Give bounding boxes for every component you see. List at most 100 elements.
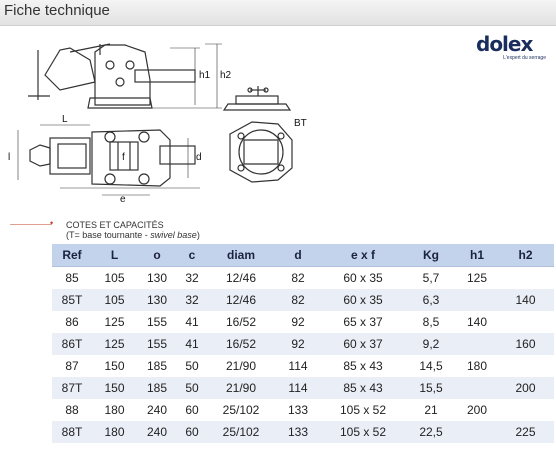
table-cell: 180 <box>104 403 125 417</box>
table-cell: 140 <box>497 289 554 311</box>
table-cell: 92 <box>291 315 305 329</box>
table-cell: 150 <box>92 377 137 399</box>
label-l: l <box>8 152 10 163</box>
table-cell: 14,5 <box>419 359 443 373</box>
swivel-base-plan-view <box>229 121 293 183</box>
specifications-table: Ref L o c diam d e x f Kg h1 h2 85 105 130… <box>52 244 554 443</box>
table-cell: 130 <box>137 289 177 311</box>
column-header: diam <box>207 244 275 267</box>
table-cell <box>457 333 497 355</box>
table-cell <box>497 267 554 290</box>
table-cell: 240 <box>137 421 177 443</box>
page-header: Fiche technique <box>0 0 556 26</box>
table-cell: 82 <box>275 289 321 311</box>
table-cell: 133 <box>287 403 309 417</box>
table-cell: 25/102 <box>222 403 260 417</box>
column-header: d <box>275 244 321 267</box>
table-cell: 12/46 <box>225 271 257 285</box>
vise-plan-view <box>17 124 200 196</box>
table-cell: 9,2 <box>405 333 457 355</box>
table-cell: 86 <box>65 315 79 329</box>
column-header: e x f <box>321 244 405 267</box>
table-cell: 225 <box>497 421 554 443</box>
table-cell: 8,5 <box>422 315 440 329</box>
logo-wordmark: dolex <box>476 32 533 56</box>
table-cell: 180 <box>466 359 488 373</box>
table-cell: 15,5 <box>405 377 457 399</box>
table-row: 86T 125 155 41 16/52 92 60 x 37 9,2 160 <box>52 333 554 355</box>
column-header: Kg <box>405 244 457 267</box>
table-cell: 88T <box>52 421 92 443</box>
table-row: 86 125 155 41 16/52 92 65 x 37 8,5 140 <box>52 311 554 333</box>
table-cell <box>457 421 497 443</box>
table-cell: 85 x 43 <box>343 359 383 373</box>
table-cell: 185 <box>146 359 168 373</box>
table-row: 88T 180 240 60 25/102 133 105 x 52 22,5 225 <box>52 421 554 443</box>
column-header: Ref <box>52 244 92 267</box>
table-cell: 87T <box>52 377 92 399</box>
page-title: Fiche technique <box>4 2 110 19</box>
column-header: o <box>137 244 177 267</box>
table-cell: 60 x 37 <box>321 333 405 355</box>
label-e: e <box>120 194 126 205</box>
table-cell: 6,3 <box>405 289 457 311</box>
caption-title: COTES ET CAPACITÉS <box>66 220 164 230</box>
column-header: c <box>177 244 207 267</box>
table-cell: 65 x 37 <box>343 315 383 329</box>
table-cell: 155 <box>146 315 168 329</box>
table-cell: 87 <box>65 359 79 373</box>
label-d: d <box>196 152 202 163</box>
table-row: 85 105 130 32 12/46 82 60 x 35 5,7 125 <box>52 267 554 290</box>
table-cell: 21 <box>424 403 438 417</box>
column-header: h1 <box>457 244 497 267</box>
table-cell: 12/46 <box>207 289 275 311</box>
table-cell: 16/52 <box>207 333 275 355</box>
caption-marker: • <box>50 218 54 228</box>
table-cell <box>497 399 554 421</box>
logo-tagline: L'expert du serrage <box>503 55 546 61</box>
table-header-row: Ref L o c diam d e x f Kg h1 h2 <box>52 244 554 267</box>
caption-pointer <box>10 224 52 225</box>
table-cell: 92 <box>275 333 321 355</box>
table-cell: 21/90 <box>207 377 275 399</box>
table-cell: 200 <box>497 377 554 399</box>
table-cell: 85 <box>65 271 79 285</box>
table-cell: 41 <box>185 315 199 329</box>
table-cell: 82 <box>291 271 305 285</box>
table-cell: 16/52 <box>225 315 257 329</box>
table-cell: 155 <box>137 333 177 355</box>
brand-logo: dolex L'expert du serrage <box>476 34 554 68</box>
label-L: L <box>62 114 68 125</box>
table-cell: 5,7 <box>422 271 440 285</box>
technical-drawing: h1 h2 l d L e f BT <box>8 43 307 205</box>
table-cell: 32 <box>185 271 199 285</box>
table-cell: 130 <box>146 271 168 285</box>
table-cell: 105 <box>104 271 125 285</box>
table-cell: 240 <box>146 403 168 417</box>
label-h2: h2 <box>220 70 232 81</box>
table-cell: 185 <box>137 377 177 399</box>
table-cell: 125 <box>104 315 125 329</box>
table-cell: 105 <box>92 289 137 311</box>
table-cell: 133 <box>275 421 321 443</box>
table-cell: 200 <box>466 403 488 417</box>
table-cell: 50 <box>185 359 199 373</box>
table-cell <box>457 377 497 399</box>
dimensions-caption: COTES ET CAPACITÉS (T= base tournante - … <box>66 220 200 240</box>
table-cell <box>497 355 554 377</box>
table-cell: 25/102 <box>207 421 275 443</box>
table-cell: 86T <box>52 333 92 355</box>
table-cell: 60 <box>177 421 207 443</box>
label-BT: BT <box>294 118 307 129</box>
table-row: 85T 105 130 32 12/46 82 60 x 35 6,3 140 <box>52 289 554 311</box>
table-cell: 140 <box>466 315 488 329</box>
column-header: L <box>92 244 137 267</box>
caption-note: (T= base tournante - swivel base) <box>66 230 200 240</box>
table-cell: 105 x 52 <box>321 421 405 443</box>
table-cell: 85 x 43 <box>321 377 405 399</box>
table-cell: 60 x 35 <box>321 289 405 311</box>
table-cell: 160 <box>497 333 554 355</box>
table-cell: 50 <box>177 377 207 399</box>
table-cell: 125 <box>466 271 488 285</box>
vise-side-view <box>28 43 196 109</box>
